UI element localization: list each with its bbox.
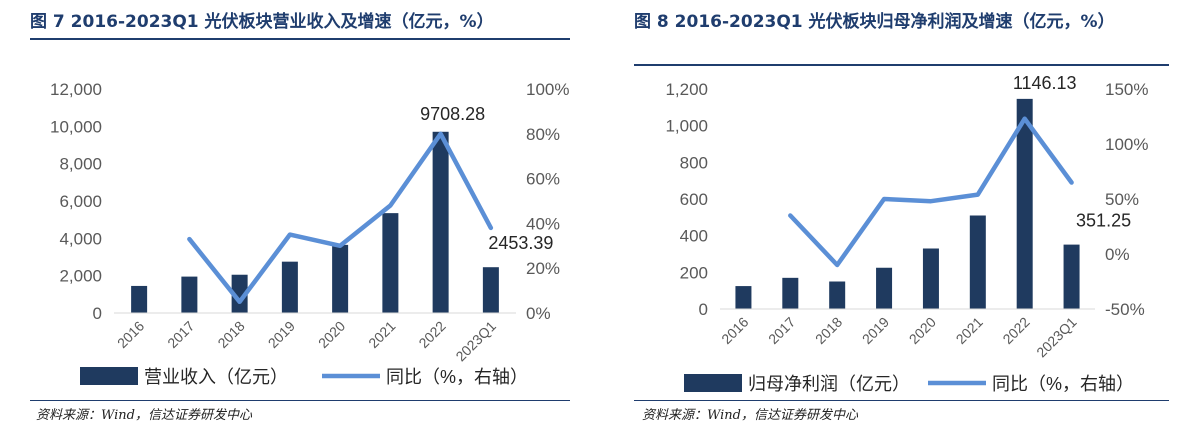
y-right-tick-label: 40% bbox=[526, 214, 560, 233]
x-tick-label: 2018 bbox=[214, 318, 247, 351]
y-left-tick-label: 8,000 bbox=[59, 155, 102, 174]
bar bbox=[735, 286, 752, 309]
bar bbox=[131, 285, 148, 313]
legend-label-bar: 归母净利润（亿元） bbox=[748, 374, 910, 394]
bar bbox=[876, 267, 893, 309]
x-tick-label: 2022 bbox=[415, 318, 448, 351]
growth-line bbox=[788, 116, 1074, 268]
legend-label-bar: 营业收入（亿元） bbox=[144, 367, 288, 387]
bar bbox=[281, 261, 298, 313]
bar bbox=[382, 213, 399, 313]
source-note-left: 资料来源：Wind，信达证券研发中心 bbox=[36, 408, 252, 423]
data-label: 9708.28 bbox=[420, 104, 485, 124]
bar bbox=[922, 248, 939, 309]
data-label: 1146.13 bbox=[1013, 73, 1077, 93]
y-left-tick-label: 10,000 bbox=[50, 117, 102, 136]
y-right-tick-label: 50% bbox=[1105, 190, 1139, 209]
source-note-right: 资料来源：Wind，信达证券研发中心 bbox=[642, 408, 858, 423]
legend-label-line: 同比（%，右轴） bbox=[386, 367, 528, 387]
title-divider-right bbox=[634, 64, 1169, 66]
chart-title-left: 图 7 2016-2023Q1 光伏板块营业收入及增速（亿元，%） bbox=[30, 12, 494, 32]
y-right-tick-label: 60% bbox=[526, 170, 560, 189]
bar bbox=[482, 267, 499, 313]
chart-panel-left: 图 7 2016-2023Q1 光伏板块营业收入及增速（亿元，%） 0 2,000… bbox=[0, 0, 590, 429]
x-tick-label: 2022 bbox=[999, 314, 1032, 347]
x-tick-label: 2019 bbox=[265, 318, 298, 351]
y-left-tick-label: 400 bbox=[680, 227, 708, 246]
bar bbox=[332, 244, 349, 313]
y-left-tick-label: 12,000 bbox=[50, 80, 102, 99]
data-label: 351.25 bbox=[1076, 211, 1131, 231]
y-right-tick-label: 100% bbox=[1105, 135, 1148, 154]
y-right-tick-label: 100% bbox=[526, 80, 569, 99]
legend-label-line: 同比（%，右轴） bbox=[992, 374, 1134, 394]
y-left-tick-label: 2,000 bbox=[59, 267, 102, 286]
chart-title-right: 图 8 2016-2023Q1 光伏板块归母净利润及增速（亿元，%） bbox=[634, 12, 1115, 32]
x-tick-label: 2020 bbox=[315, 318, 348, 351]
source-divider-left bbox=[30, 400, 570, 401]
x-tick-label: 2018 bbox=[812, 314, 845, 347]
x-tick-label: 2017 bbox=[765, 314, 798, 347]
y-right-tick-label: 0% bbox=[1105, 245, 1130, 264]
x-tick-label: 2021 bbox=[953, 314, 986, 347]
bar bbox=[181, 276, 198, 313]
legend-swatch-bar bbox=[80, 367, 138, 385]
x-tick-label: 2023Q1 bbox=[1033, 314, 1080, 361]
chart-panel-right: 图 8 2016-2023Q1 光伏板块归母净利润及增速（亿元，%） 0 200 4… bbox=[610, 0, 1189, 429]
bar bbox=[829, 281, 846, 309]
legend-swatch-bar bbox=[684, 374, 742, 392]
y-right-tick-label: 80% bbox=[526, 125, 560, 144]
x-tick-label: 2019 bbox=[859, 314, 892, 347]
chart-svg-left: 0 2,000 4,000 6,000 8,000 10,000 12,000 0% 20% 40… bbox=[50, 80, 569, 387]
y-left-tick-label: 1,200 bbox=[665, 80, 708, 99]
y-left-tick-label: 200 bbox=[680, 263, 708, 282]
data-label: 2453.39 bbox=[488, 233, 553, 253]
y-left-tick-label: 1,000 bbox=[665, 117, 708, 136]
chart-svg-right: 0 200 400 600 800 1,000 1,200 -50% 0% 50% 100% 150%… bbox=[665, 73, 1148, 394]
bar bbox=[782, 277, 799, 309]
bar bbox=[1016, 98, 1033, 310]
title-divider-left bbox=[30, 38, 570, 40]
y-left-tick-label: 600 bbox=[680, 190, 708, 209]
x-tick-label: 2021 bbox=[365, 318, 398, 351]
bar bbox=[1063, 244, 1080, 309]
y-left-tick-label: 0 bbox=[93, 304, 102, 323]
x-tick-label: 2020 bbox=[906, 314, 939, 347]
y-right-tick-label: 20% bbox=[526, 259, 560, 278]
y-right-tick-label: 0% bbox=[526, 304, 551, 323]
y-right-tick-label: -50% bbox=[1105, 300, 1145, 319]
source-divider-right bbox=[634, 400, 1169, 401]
y-left-tick-label: 800 bbox=[680, 153, 708, 172]
x-tick-label: 2016 bbox=[114, 318, 147, 351]
y-left-tick-label: 4,000 bbox=[59, 229, 102, 248]
x-tick-label: 2016 bbox=[718, 314, 751, 347]
x-tick-label: 2023Q1 bbox=[452, 318, 499, 365]
x-tick-label: 2017 bbox=[164, 318, 197, 351]
growth-line bbox=[187, 131, 494, 305]
bar bbox=[432, 131, 449, 313]
y-right-tick-label: 150% bbox=[1105, 80, 1148, 99]
y-left-tick-label: 6,000 bbox=[59, 192, 102, 211]
bar bbox=[231, 274, 248, 313]
bar bbox=[969, 215, 986, 309]
y-left-tick-label: 0 bbox=[699, 300, 708, 319]
